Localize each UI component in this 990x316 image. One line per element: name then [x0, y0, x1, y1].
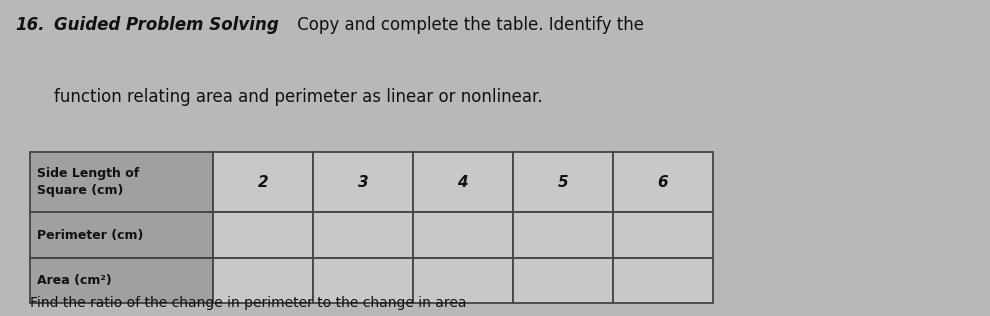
Bar [413, 258, 513, 303]
Text: Perimeter (cm): Perimeter (cm) [37, 228, 143, 242]
Bar [213, 152, 313, 212]
Text: function relating area and perimeter as linear or nonlinear.: function relating area and perimeter as … [54, 88, 544, 106]
Bar [513, 212, 613, 258]
Text: 5: 5 [557, 174, 568, 190]
Text: 4: 4 [457, 174, 468, 190]
Bar [213, 258, 313, 303]
Text: Area (cm²): Area (cm²) [37, 274, 112, 287]
Bar [313, 212, 413, 258]
Text: Copy and complete the table. Identify the: Copy and complete the table. Identify th… [292, 16, 644, 34]
Text: 2: 2 [257, 174, 268, 190]
Bar [613, 152, 713, 212]
Bar [613, 258, 713, 303]
Text: 6: 6 [657, 174, 668, 190]
Bar [413, 212, 513, 258]
Text: 16.: 16. [15, 16, 45, 34]
Text: Find the ratio of the change in perimeter to the change in area: Find the ratio of the change in perimete… [30, 296, 466, 310]
Bar [213, 212, 313, 258]
Bar [513, 258, 613, 303]
Bar [30, 258, 213, 303]
Bar [613, 212, 713, 258]
Bar [30, 212, 213, 258]
Text: 3: 3 [357, 174, 368, 190]
Text: Side Length of
Square (cm): Side Length of Square (cm) [37, 167, 139, 197]
Bar [30, 152, 213, 212]
Bar [313, 152, 413, 212]
Bar [313, 258, 413, 303]
Bar [413, 152, 513, 212]
Text: Guided Problem Solving: Guided Problem Solving [54, 16, 279, 34]
Bar [513, 152, 613, 212]
